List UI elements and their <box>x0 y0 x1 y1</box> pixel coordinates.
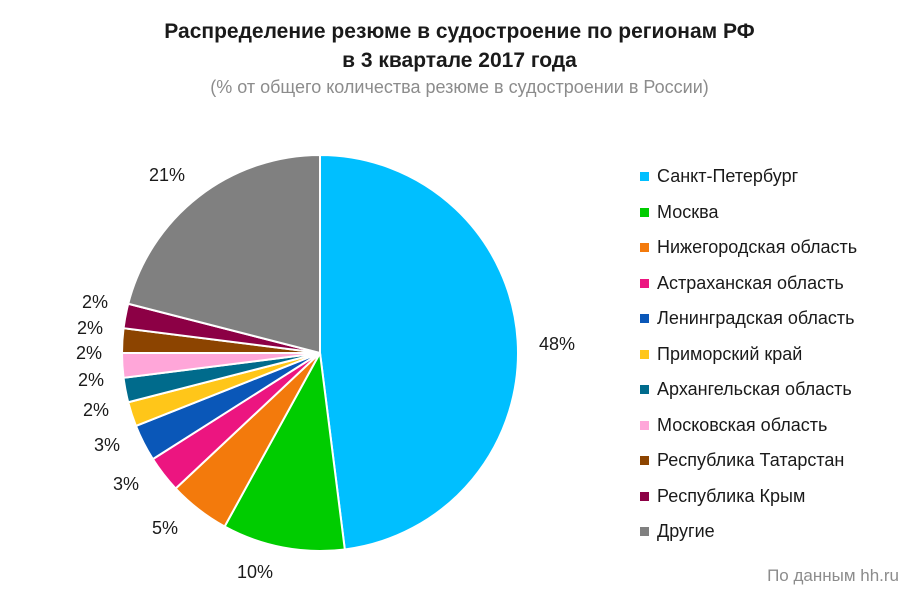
legend-label: Ленинградская область <box>657 308 855 329</box>
legend-swatch <box>640 349 649 359</box>
legend-label: Московская область <box>657 414 828 435</box>
slice-data-label: 2% <box>76 343 102 363</box>
slice-data-label: 10% <box>237 562 273 582</box>
pie-slice <box>319 154 519 551</box>
legend-item: Республика Крым <box>640 479 857 515</box>
legend-item: Астраханская область <box>640 266 857 302</box>
legend-label: Республика Татарстан <box>657 450 845 471</box>
slice-data-label: 3% <box>113 474 139 494</box>
chart-title-line-2: в 3 квартале 2017 года <box>342 49 577 72</box>
legend-swatch <box>640 385 649 395</box>
slice-data-label: 21% <box>149 165 185 185</box>
legend-item: Архангельская область <box>640 372 857 408</box>
legend-label: Другие <box>657 521 715 542</box>
legend-label: Архангельская область <box>657 379 852 400</box>
legend-swatch <box>640 456 649 466</box>
legend-item: Нижегородская область <box>640 230 857 266</box>
slice-data-label: 2% <box>77 318 103 338</box>
legend-swatch <box>640 278 649 288</box>
legend-item: Республика Татарстан <box>640 443 857 479</box>
legend-item: Москва <box>640 195 857 231</box>
legend-label: Республика Крым <box>657 485 806 506</box>
slice-data-label: 2% <box>78 370 104 390</box>
chart-legend: Санкт-Петербург Москва Нижегородская облас… <box>640 159 857 550</box>
slice-data-label: 2% <box>82 292 108 312</box>
slice-data-label: 2% <box>83 400 109 420</box>
legend-swatch <box>640 420 649 430</box>
chart-subtitle: (% от общего количества резюме в судостр… <box>210 77 709 97</box>
legend-label: Москва <box>657 201 719 222</box>
legend-item: Московская область <box>640 408 857 444</box>
chart-title-line-1: Распределение резюме в судостроение по р… <box>164 20 755 43</box>
slice-data-label: 5% <box>152 518 178 538</box>
slice-data-label: 48% <box>539 334 575 354</box>
legend-label: Нижегородская область <box>657 237 858 258</box>
slice-data-label: 3% <box>94 435 120 455</box>
source-note: По данным hh.ru <box>767 566 899 585</box>
legend-swatch <box>640 314 649 324</box>
legend-swatch <box>640 243 649 253</box>
legend-swatch <box>640 491 649 501</box>
legend-label: Санкт-Петербург <box>657 166 799 187</box>
legend-swatch <box>640 527 649 537</box>
legend-swatch <box>640 172 649 182</box>
legend-item: Санкт-Петербург <box>640 159 857 195</box>
legend-item: Другие <box>640 514 857 550</box>
pie-slice <box>127 154 321 354</box>
legend-label: Приморский край <box>657 343 803 364</box>
legend-swatch <box>640 207 649 217</box>
legend-label: Астраханская область <box>657 272 844 293</box>
legend-item: Приморский край <box>640 337 857 373</box>
legend-item: Ленинградская область <box>640 301 857 337</box>
pie-slice <box>223 352 346 552</box>
